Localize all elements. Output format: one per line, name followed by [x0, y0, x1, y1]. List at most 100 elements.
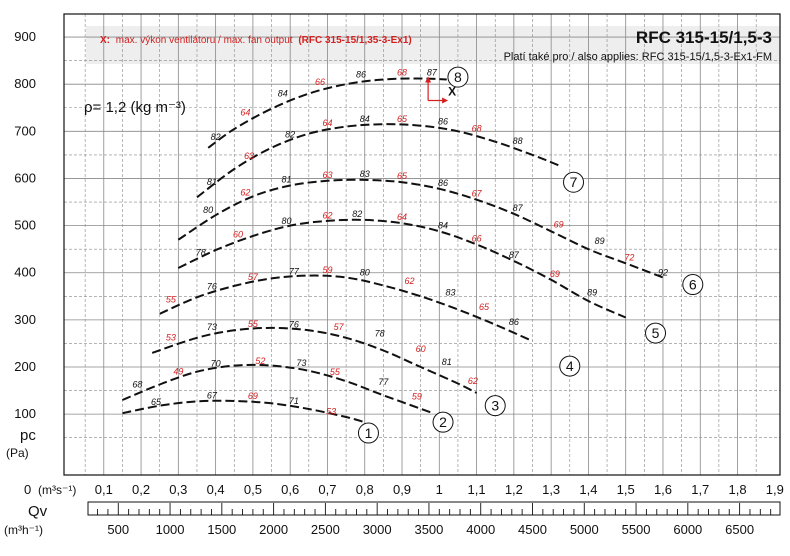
curve-1 — [122, 399, 365, 424]
x-axis-ticks-m3h: 500 1000 1500 2000 2500 3000 3500 4000 4500 5000 5… — [107, 522, 754, 537]
curve-label: 1 — [365, 425, 373, 441]
efficiency-label: 53 — [166, 332, 176, 342]
efficiency-label: 80 — [281, 216, 291, 226]
efficiency-label: 77 — [378, 377, 389, 387]
efficiency-label: 83 — [360, 169, 370, 179]
efficiency-label: 63 — [244, 151, 254, 161]
plot-title-band — [86, 26, 780, 64]
efficiency-label: 78 — [196, 248, 206, 258]
efficiency-label: 59 — [412, 391, 422, 401]
x2-tick-label: 1500 — [207, 522, 236, 537]
efficiency-label: 86 — [438, 178, 448, 188]
x-tick-label: 0,1 — [95, 482, 113, 497]
x-tick-label: 1,3 — [542, 482, 560, 497]
marker-arrow-right — [442, 97, 449, 104]
efficiency-label: 64 — [397, 212, 407, 222]
density-note: ρ= 1,2 (kg m⁻³) — [84, 99, 186, 116]
efficiency-label: 70 — [211, 358, 221, 368]
x-tick-label: 1,1 — [468, 482, 486, 497]
curve-label: 4 — [566, 358, 574, 374]
efficiency-label: 67 — [207, 390, 218, 400]
note-text: max. výkon ventilátoru / max. fan output — [116, 35, 293, 46]
efficiency-label: 64 — [322, 118, 332, 128]
efficiency-label: 87 — [509, 250, 520, 260]
x-tick-label: 0,3 — [169, 482, 187, 497]
efficiency-label: 55 — [330, 367, 341, 377]
x-tick-label: 0,6 — [281, 482, 299, 497]
y-tick-label: 400 — [14, 265, 36, 280]
curve-label-circle — [645, 322, 667, 344]
x-axis-zero: 0 — [24, 482, 31, 497]
curve-3 — [151, 326, 478, 394]
max-output-note: X: max. výkon ventilátoru / max. fan out… — [100, 35, 412, 46]
secondary-axis-strip — [87, 501, 781, 516]
y-tick-label: 200 — [14, 359, 36, 374]
curve-6 — [177, 178, 664, 279]
x2-tick-label: 6000 — [673, 522, 702, 537]
y-axis-unit: (Pa) — [6, 446, 29, 460]
x2-tick-label: 1000 — [156, 522, 185, 537]
x-axis-ticks-m3s: 0,1 0,2 0,3 0,4 0,5 0,6 0,7 0,8 0,9 1 1,1 1,2 1,3 1,4… — [95, 482, 784, 497]
efficiency-label: 67 — [472, 189, 483, 199]
efficiency-label: 62 — [240, 188, 250, 198]
note-model: (RFC 315-15/1,35-3-Ex1) — [298, 35, 411, 46]
efficiency-label: 87 — [513, 203, 524, 213]
efficiency-label: 86 — [356, 69, 366, 79]
max-output-marker: X — [425, 76, 456, 104]
note-prefix: X: — [100, 35, 110, 46]
curve-2 — [122, 363, 433, 414]
efficiency-label: 57 — [248, 272, 259, 282]
efficiency-label: 77 — [289, 266, 300, 276]
chart-subtitle: Platí také pro / also applies: RFC 315-1… — [504, 51, 772, 63]
y-tick-label: 900 — [14, 29, 36, 44]
y-tick-label: 600 — [14, 170, 36, 185]
efficiency-label: 65 — [397, 171, 408, 181]
efficiency-label: 68 — [472, 124, 482, 134]
efficiency-label: 68 — [397, 68, 407, 78]
curve-7 — [196, 123, 559, 199]
curve-label-circle — [447, 66, 469, 88]
x-tick-label: 0,4 — [207, 482, 225, 497]
x2-tick-label: 3500 — [414, 522, 443, 537]
x2-tick-label: 3000 — [363, 522, 392, 537]
x-tick-label: 1,7 — [691, 482, 709, 497]
efficiency-label: 62 — [468, 376, 478, 386]
y-axis-label: pc — [20, 427, 36, 444]
efficiency-label: 80 — [360, 267, 370, 277]
x-tick-label: 1,4 — [579, 482, 597, 497]
chart-title: RFC 315-15/1,5-3 — [636, 28, 772, 47]
x2-tick-label: 4000 — [466, 522, 495, 537]
curve-4 — [159, 274, 533, 343]
efficiency-label: 55 — [248, 319, 259, 329]
efficiency-label: 82 — [211, 132, 221, 142]
plot-frame — [63, 13, 781, 476]
x2-tick-label: 500 — [107, 522, 129, 537]
x2-tick-label: 2000 — [259, 522, 288, 537]
x-tick-label: 1,2 — [505, 482, 523, 497]
curves — [122, 77, 664, 424]
y-axis-ticks: 100 200 300 400 500 600 700 800 900 — [14, 29, 36, 421]
x2-tick-label: 5000 — [570, 522, 599, 537]
x-tick-label: 1,9 — [766, 482, 784, 497]
efficiency-label: 72 — [624, 252, 634, 262]
efficiency-label: 89 — [595, 236, 605, 246]
x2-tick-label: 2500 — [311, 522, 340, 537]
secondary-axis-ruler — [97, 503, 772, 515]
efficiency-label: 59 — [322, 265, 332, 275]
efficiency-label: 87 — [427, 68, 438, 78]
efficiency-label: 55 — [166, 295, 177, 305]
efficiency-label: 65 — [151, 397, 162, 407]
efficiency-label: 53 — [326, 406, 336, 416]
y-tick-label: 500 — [14, 218, 36, 233]
x-tick-label: 1 — [436, 482, 443, 497]
efficiency-label: 60 — [233, 230, 243, 240]
efficiency-label: 89 — [587, 288, 597, 298]
efficiency-label: 66 — [315, 77, 325, 87]
efficiency-label: 92 — [658, 267, 668, 277]
curve-label: 5 — [652, 325, 660, 341]
x-tick-label: 1,6 — [654, 482, 672, 497]
curve-label-circle — [563, 171, 585, 193]
efficiency-label: 80 — [203, 205, 213, 215]
